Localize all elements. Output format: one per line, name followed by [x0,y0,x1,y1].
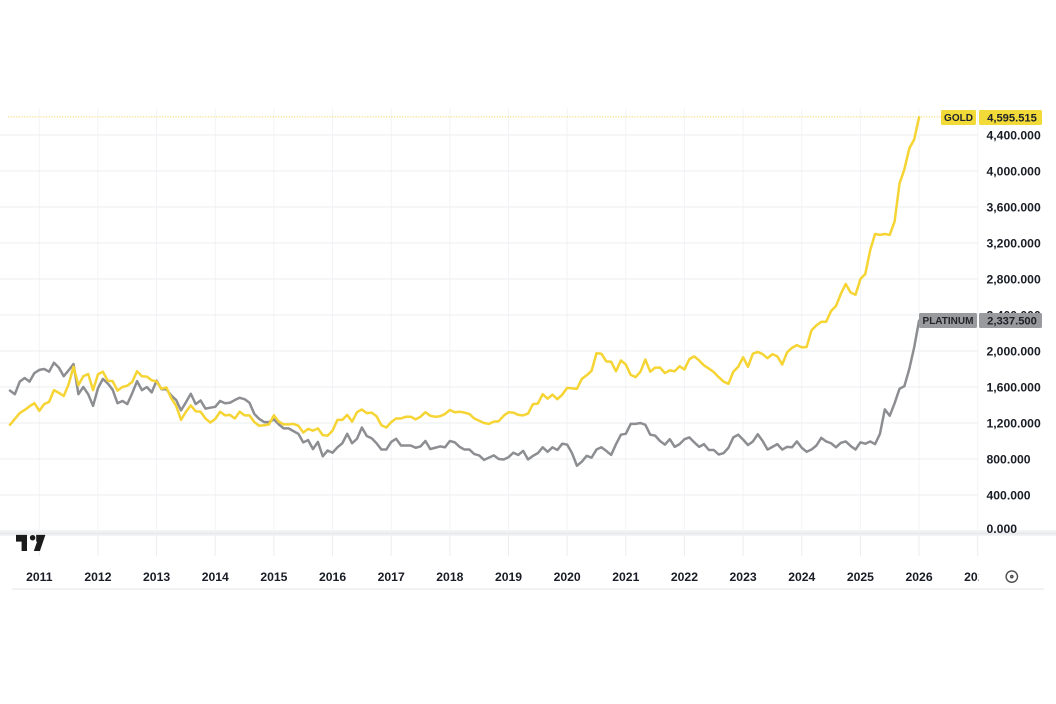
svg-text:2015: 2015 [260,570,287,584]
svg-text:2011: 2011 [26,570,53,584]
svg-text:2012: 2012 [84,570,111,584]
svg-text:3,200.000: 3,200.000 [987,236,1041,250]
svg-text:2019: 2019 [495,570,522,584]
svg-text:PLATINUM: PLATINUM [923,316,974,327]
svg-text:2026: 2026 [905,570,932,584]
svg-text:2,337.500: 2,337.500 [987,316,1037,328]
svg-text:1,600.000: 1,600.000 [987,380,1041,394]
svg-text:2025: 2025 [847,570,874,584]
svg-text:GOLD: GOLD [944,113,973,124]
svg-text:2018: 2018 [436,570,463,584]
svg-text:2014: 2014 [202,570,229,584]
svg-text:2022: 2022 [671,570,698,584]
svg-text:2,000.000: 2,000.000 [987,344,1041,358]
svg-text:2023: 2023 [730,570,757,584]
svg-text:2013: 2013 [143,570,170,584]
svg-text:400.000: 400.000 [987,488,1031,502]
svg-text:4,000.000: 4,000.000 [987,164,1041,178]
svg-text:2027: 2027 [964,570,991,584]
svg-text:0.000: 0.000 [987,522,1018,536]
svg-text:2021: 2021 [612,570,639,584]
svg-text:3,600.000: 3,600.000 [987,200,1041,214]
svg-text:4,400.000: 4,400.000 [987,128,1041,142]
svg-text:2016: 2016 [319,570,346,584]
svg-text:2024: 2024 [788,570,815,584]
svg-text:2020: 2020 [554,570,581,584]
svg-text:1,200.000: 1,200.000 [987,416,1041,430]
svg-text:4,595.515: 4,595.515 [987,113,1037,125]
svg-text:800.000: 800.000 [987,452,1031,466]
svg-text:2017: 2017 [378,570,405,584]
svg-text:2,800.000: 2,800.000 [987,272,1041,286]
